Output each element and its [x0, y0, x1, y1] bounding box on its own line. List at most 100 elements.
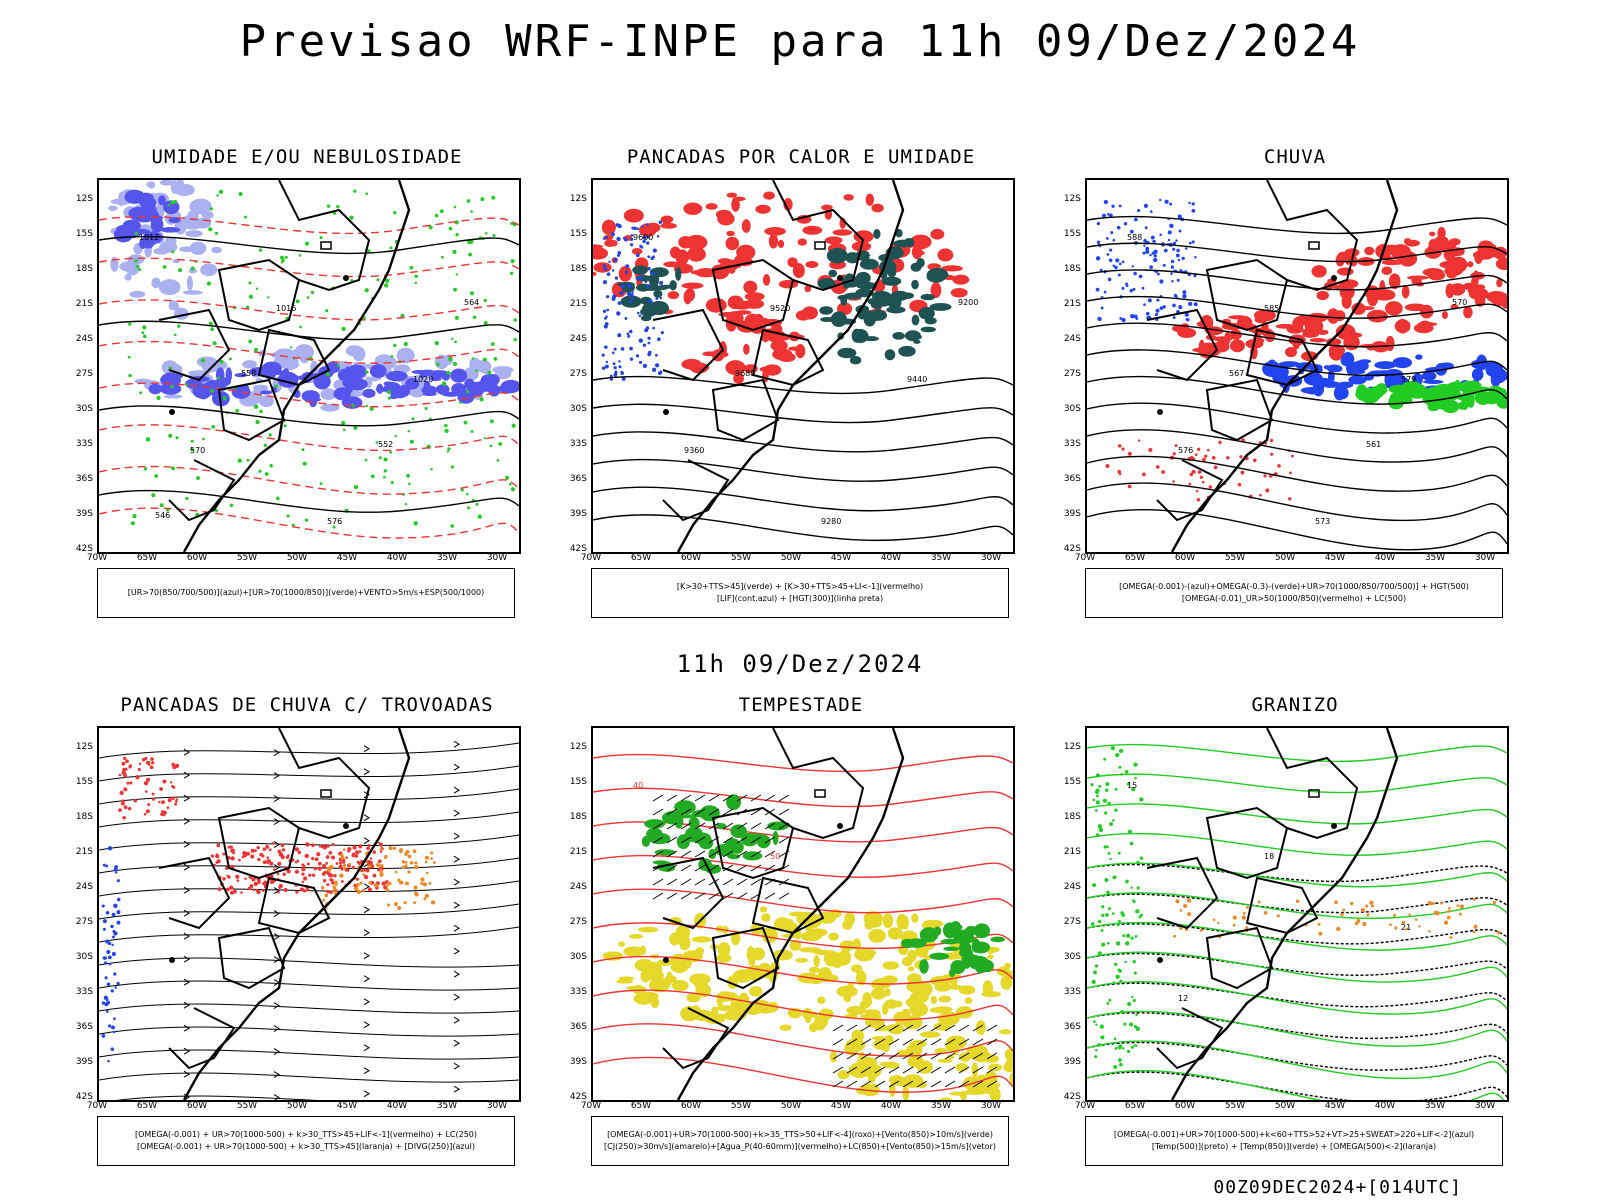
coastline	[158, 728, 411, 1100]
panel-title: TEMPESTADE	[738, 694, 864, 716]
map-panel	[97, 726, 521, 1102]
lat-tick-label: 24S	[1063, 882, 1081, 892]
lon-tick-label: 40W	[1374, 1101, 1396, 1111]
contour-label: 1016	[276, 304, 296, 313]
lat-tick-label: 24S	[569, 334, 587, 344]
legend-line: [OMEGA(-0.001)-(azul)+OMEGA(-0.3)-(verde…	[1119, 582, 1469, 591]
wind850-green-east	[901, 920, 1006, 978]
contour-label: 579	[1401, 375, 1416, 384]
lon-tick-label: 35W	[930, 1101, 952, 1111]
lat-tick-label: 27S	[75, 917, 93, 927]
lat-tick-label: 39S	[1063, 1057, 1081, 1067]
contour-label: 9520	[770, 304, 790, 313]
contour-label: 558	[241, 369, 256, 378]
contour-label: 573	[1315, 517, 1330, 526]
contour-label: 585	[1264, 304, 1279, 313]
panel-title: PANCADAS POR CALOR E UMIDADE	[626, 146, 976, 168]
lat-tick-label: 42S	[1063, 1092, 1081, 1102]
legend-line: [UR>70(850/700/500)](azul)+[UR>70(1000/8…	[127, 588, 485, 597]
lat-tick-label: 30S	[1063, 404, 1081, 414]
lon-tick-label: 35W	[930, 553, 952, 563]
lat-tick-label: 42S	[75, 1092, 93, 1102]
instability-red	[593, 191, 970, 327]
contour-label: 21	[1401, 923, 1411, 932]
contour-label: 1020	[413, 375, 433, 384]
lon-tick-label: 30W	[486, 553, 508, 563]
streamlines-250	[99, 740, 519, 1100]
lat-tick-label: 15S	[75, 229, 93, 239]
map-fields: 40 50	[593, 728, 1013, 1100]
lifted-index-blue	[601, 220, 664, 381]
lon-tick-label: 35W	[436, 553, 458, 563]
lat-tick-label: 36S	[1063, 1022, 1081, 1032]
pressure-labels: 1012 1016 1020 570 576 564 558 552 546	[139, 233, 479, 526]
lat-tick-label: 24S	[75, 882, 93, 892]
lat-tick-label: 24S	[75, 334, 93, 344]
wind850-green	[641, 794, 789, 874]
lon-tick-label: 40W	[880, 553, 902, 563]
lat-tick-label: 30S	[569, 404, 587, 414]
contour-label: 9360	[684, 446, 704, 455]
lat-tick-label: 21S	[75, 847, 93, 857]
contour-label: 546	[155, 511, 170, 520]
jet-yellow-se	[829, 1006, 1013, 1100]
storm-red-nw	[118, 756, 180, 820]
divergence-blue	[101, 846, 121, 1063]
hgt300-black	[593, 375, 1013, 542]
lon-tick-label: 65W	[630, 1101, 652, 1111]
lat-tick-label: 18S	[1063, 812, 1081, 822]
temp850-green	[1087, 743, 1507, 1100]
lon-tick-label: 40W	[1374, 553, 1396, 563]
rain-red-east	[1311, 226, 1507, 334]
lon-tick-label: 65W	[1124, 1101, 1146, 1111]
lat-tick-label: 33S	[75, 987, 93, 997]
contour-label: 9440	[907, 375, 927, 384]
panel-legend: [OMEGA(-0.001) + UR>70(1000-500) + k>30_…	[97, 1116, 515, 1166]
instability-teal	[817, 229, 952, 365]
lon-tick-label: 45W	[1324, 1101, 1346, 1111]
map-fields: 9600 9520 9440 9360 9280 9200 9680	[593, 180, 1013, 552]
lon-tick-label: 45W	[1324, 553, 1346, 563]
lat-tick-label: 42S	[569, 1092, 587, 1102]
temp500-black	[1087, 863, 1507, 1100]
lon-tick-label: 40W	[386, 553, 408, 563]
contour-label: 576	[1178, 446, 1193, 455]
contour-label: 561	[1366, 440, 1381, 449]
lat-tick-label: 15S	[75, 777, 93, 787]
panel-title: UMIDADE E/OU NEBULOSIDADE	[151, 146, 463, 168]
lon-tick-label: 35W	[1424, 553, 1446, 563]
omega-orange	[1173, 897, 1501, 939]
coastline	[1146, 180, 1399, 552]
lat-tick-label: 39S	[569, 1057, 587, 1067]
lon-tick-label: 35W	[436, 1101, 458, 1111]
lat-tick-label: 36S	[75, 1022, 93, 1032]
lon-tick-label: 60W	[1174, 553, 1196, 563]
map-panel: 40 50	[591, 726, 1015, 1102]
rain-red-band	[1172, 308, 1395, 362]
lon-tick-label: 50W	[286, 1101, 308, 1111]
coastline	[1146, 728, 1399, 1100]
contour-label: 570	[1452, 298, 1467, 307]
coastline	[652, 728, 905, 1100]
panel-title: CHUVA	[1263, 146, 1327, 168]
lon-tick-label: 40W	[880, 1101, 902, 1111]
lat-tick-label: 36S	[1063, 474, 1081, 484]
contour-label: 50	[770, 852, 780, 861]
lon-tick-label: 70W	[1074, 1101, 1096, 1111]
lon-tick-label: 55W	[1224, 1101, 1246, 1111]
contour-label: 18	[1264, 852, 1274, 861]
lat-tick-label: 12S	[569, 194, 587, 204]
contour-label: 576	[327, 517, 342, 526]
panel-legend: [OMEGA(-0.001)+UR>70(1000-500)+k<60+TTS>…	[1085, 1116, 1503, 1166]
lon-tick-label: 50W	[780, 1101, 802, 1111]
lat-tick-label: 15S	[1063, 777, 1081, 787]
lat-tick-label: 27S	[75, 369, 93, 379]
lon-tick-label: 65W	[136, 553, 158, 563]
legend-line: [CJ(250)>30m/s](amarelo)+[Agua_P(40-60mm…	[604, 1142, 996, 1151]
footer-timestamp: 00Z09DEC2024+[014UTC]	[1213, 1177, 1462, 1198]
contour-label: 40	[633, 781, 643, 790]
panel-legend: [K>30+TTS>45](verde) + [K>30+TTS>45+LI<-…	[591, 568, 1009, 618]
lon-tick-label: 35W	[1424, 1101, 1446, 1111]
lat-tick-label: 33S	[75, 439, 93, 449]
legend-line: [Temp(500)](preto) + [Temp(850)](verde) …	[1151, 1142, 1437, 1151]
